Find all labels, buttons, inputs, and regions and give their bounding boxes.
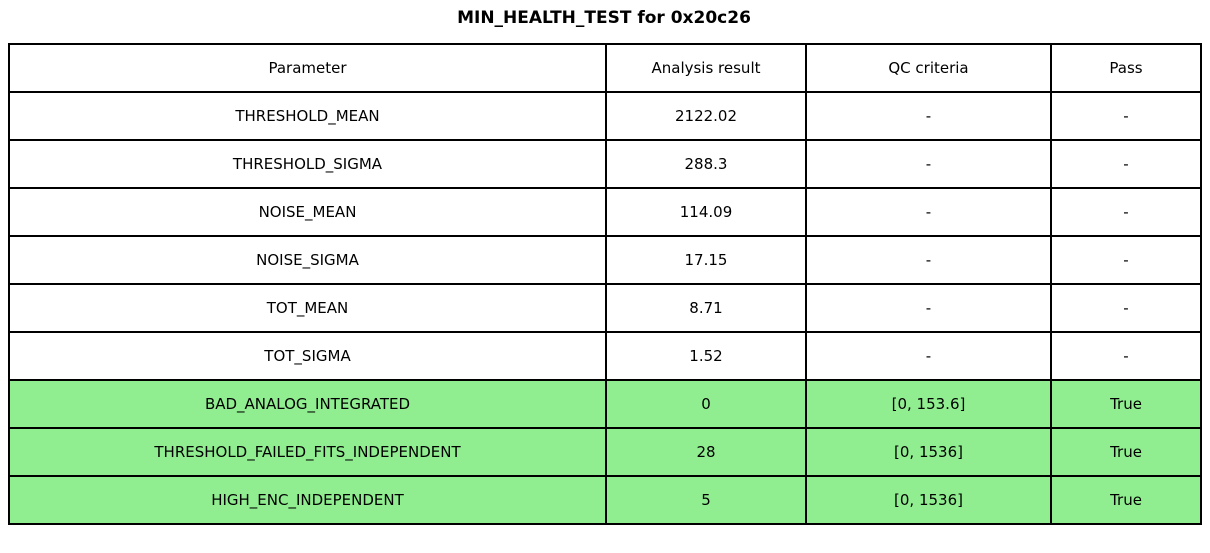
table-row-passed: THRESHOLD_FAILED_FITS_INDEPENDENT 28 [0,… bbox=[8, 427, 1202, 477]
pass-cell: True bbox=[1050, 379, 1202, 429]
pass-cell: - bbox=[1050, 235, 1202, 285]
column-header-analysis-result: Analysis result bbox=[605, 43, 807, 93]
column-header-qc-criteria: QC criteria bbox=[805, 43, 1052, 93]
pass-cell: - bbox=[1050, 91, 1202, 141]
table-row: THRESHOLD_MEAN 2122.02 - - bbox=[8, 91, 1202, 141]
pass-cell: - bbox=[1050, 283, 1202, 333]
pass-cell: True bbox=[1050, 427, 1202, 477]
pass-cell: True bbox=[1050, 475, 1202, 525]
pass-cell: - bbox=[1050, 187, 1202, 237]
table-row-passed: BAD_ANALOG_INTEGRATED 0 [0, 153.6] True bbox=[8, 379, 1202, 429]
parameter-cell: THRESHOLD_FAILED_FITS_INDEPENDENT bbox=[8, 427, 607, 477]
pass-cell: - bbox=[1050, 139, 1202, 189]
column-header-parameter: Parameter bbox=[8, 43, 607, 93]
analysis-result-cell: 1.52 bbox=[605, 331, 807, 381]
qc-criteria-cell: - bbox=[805, 235, 1052, 285]
analysis-result-cell: 0 bbox=[605, 379, 807, 429]
parameter-cell: HIGH_ENC_INDEPENDENT bbox=[8, 475, 607, 525]
parameter-cell: TOT_MEAN bbox=[8, 283, 607, 333]
qc-criteria-cell: [0, 153.6] bbox=[805, 379, 1052, 429]
page-title: MIN_HEALTH_TEST for 0x20c26 bbox=[457, 8, 751, 28]
parameter-cell: TOT_SIGMA bbox=[8, 331, 607, 381]
qc-table: Parameter Analysis result QC criteria Pa… bbox=[8, 43, 1202, 525]
qc-criteria-cell: - bbox=[805, 187, 1052, 237]
analysis-result-cell: 17.15 bbox=[605, 235, 807, 285]
column-header-pass: Pass bbox=[1050, 43, 1202, 93]
parameter-cell: NOISE_SIGMA bbox=[8, 235, 607, 285]
analysis-result-cell: 8.71 bbox=[605, 283, 807, 333]
qc-criteria-cell: - bbox=[805, 283, 1052, 333]
pass-cell: - bbox=[1050, 331, 1202, 381]
qc-criteria-cell: [0, 1536] bbox=[805, 427, 1052, 477]
qc-criteria-cell: - bbox=[805, 331, 1052, 381]
analysis-result-cell: 2122.02 bbox=[605, 91, 807, 141]
qc-criteria-cell: - bbox=[805, 91, 1052, 141]
table-row: NOISE_SIGMA 17.15 - - bbox=[8, 235, 1202, 285]
analysis-result-cell: 28 bbox=[605, 427, 807, 477]
table-row-passed: HIGH_ENC_INDEPENDENT 5 [0, 1536] True bbox=[8, 475, 1202, 525]
table-row: TOT_MEAN 8.71 - - bbox=[8, 283, 1202, 333]
analysis-result-cell: 114.09 bbox=[605, 187, 807, 237]
table-row: TOT_SIGMA 1.52 - - bbox=[8, 331, 1202, 381]
parameter-cell: NOISE_MEAN bbox=[8, 187, 607, 237]
qc-criteria-cell: - bbox=[805, 139, 1052, 189]
table-row: NOISE_MEAN 114.09 - - bbox=[8, 187, 1202, 237]
analysis-result-cell: 5 bbox=[605, 475, 807, 525]
qc-criteria-cell: [0, 1536] bbox=[805, 475, 1052, 525]
parameter-cell: BAD_ANALOG_INTEGRATED bbox=[8, 379, 607, 429]
parameter-cell: THRESHOLD_SIGMA bbox=[8, 139, 607, 189]
table-row: THRESHOLD_SIGMA 288.3 - - bbox=[8, 139, 1202, 189]
parameter-cell: THRESHOLD_MEAN bbox=[8, 91, 607, 141]
analysis-result-cell: 288.3 bbox=[605, 139, 807, 189]
header-row: Parameter Analysis result QC criteria Pa… bbox=[8, 43, 1202, 93]
